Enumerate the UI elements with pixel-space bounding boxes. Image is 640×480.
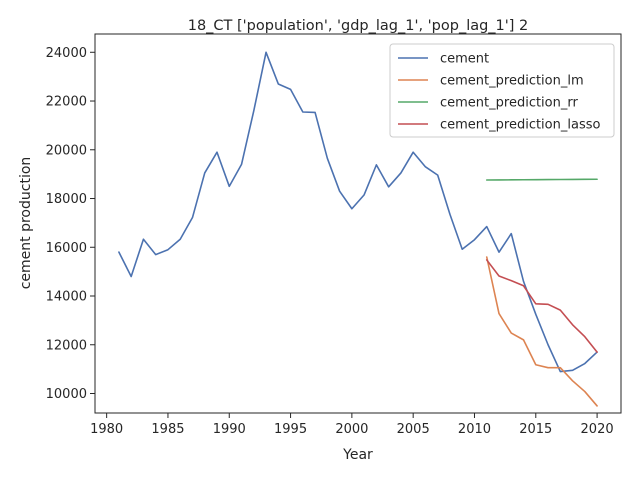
- x-tick-label-2: 1990: [213, 422, 246, 437]
- series-line-2: [485, 178, 598, 181]
- y-tick-label-0: 10000: [46, 387, 87, 402]
- series-line-0: [118, 51, 598, 373]
- legend-label-0: cement: [440, 52, 489, 67]
- x-tick-label-0: 1980: [90, 422, 123, 437]
- x-tick-label-6: 2010: [458, 422, 491, 437]
- x-tick-label-1: 1985: [151, 422, 184, 437]
- legend-label-2: cement_prediction_rr: [440, 96, 578, 111]
- chart-title: 18_CT ['population', 'gdp_lag_1', 'pop_l…: [188, 18, 529, 34]
- legend: cement cement_prediction_lm cement_predict…: [389, 43, 615, 138]
- legend-box: [389, 43, 615, 138]
- x-tick-label-8: 2020: [581, 422, 614, 437]
- series-line-3: [485, 259, 598, 353]
- x-axis: 1980 1985 1990 1995 2000 2005 2010 2015 2020: [90, 413, 614, 437]
- plot-series: [118, 51, 598, 407]
- y-tick-label-3: 16000: [46, 241, 87, 256]
- legend-label-3: cement_prediction_lasso: [440, 118, 600, 133]
- legend-label-1: cement_prediction_lm: [440, 74, 584, 89]
- y-axis: 10000 12000 14000 16000 18000 20000 22000 24000: [46, 46, 95, 402]
- x-tick-label-5: 2005: [397, 422, 430, 437]
- y-tick-label-4: 18000: [46, 192, 87, 207]
- x-tick-label-4: 2000: [335, 422, 368, 437]
- y-tick-label-1: 12000: [46, 338, 87, 353]
- x-tick-label-3: 1995: [274, 422, 307, 437]
- x-tick-label-7: 2015: [519, 422, 552, 437]
- x-axis-label: Year: [342, 447, 373, 463]
- y-tick-label-7: 24000: [46, 46, 87, 61]
- y-tick-label-2: 14000: [46, 290, 87, 305]
- y-tick-label-6: 22000: [46, 95, 87, 110]
- y-tick-label-5: 20000: [46, 143, 87, 158]
- plot-frame: [94, 33, 622, 414]
- y-axis-label: cement production: [18, 157, 34, 290]
- series-line-1: [485, 256, 598, 407]
